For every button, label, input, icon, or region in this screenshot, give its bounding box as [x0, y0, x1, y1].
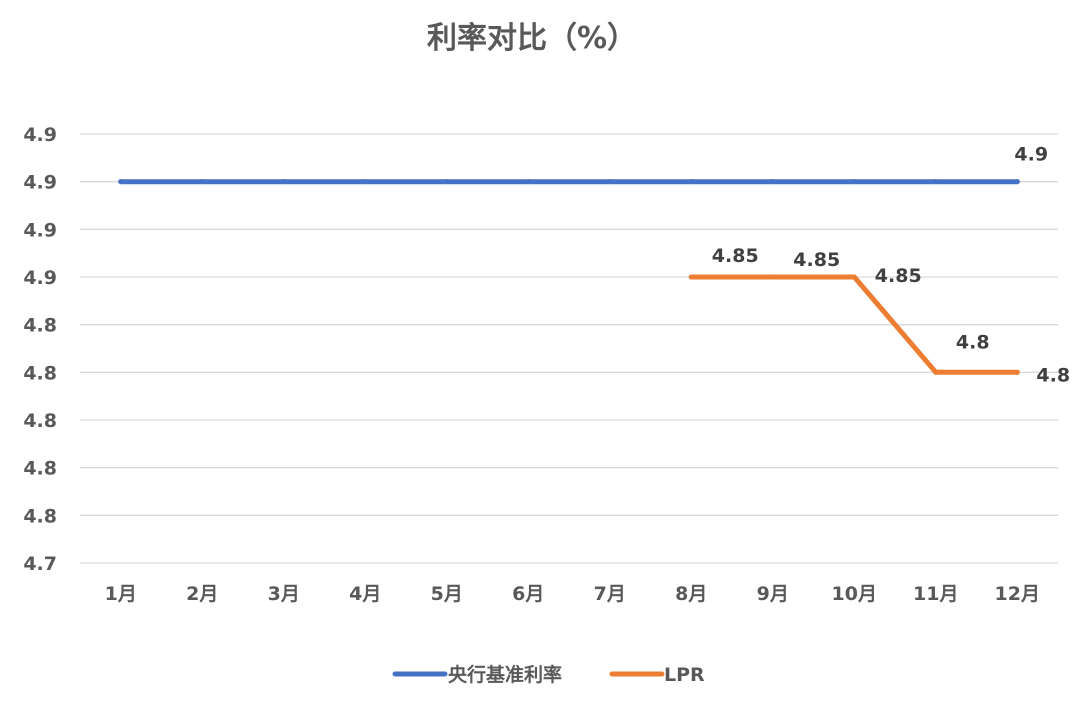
data-point [362, 179, 368, 185]
x-tick-label: 10月 [832, 583, 877, 605]
x-tick-label: 5月 [431, 583, 463, 605]
chart-title: 利率对比（%） [427, 21, 637, 56]
y-tick-label: 4.7 [23, 553, 57, 575]
legend-label: LPR [664, 664, 705, 686]
x-tick-label: 3月 [268, 583, 300, 605]
y-tick-label: 4.8 [23, 410, 57, 432]
data-point [770, 274, 776, 280]
x-tick-label: 6月 [512, 583, 544, 605]
data-label: 4.85 [793, 249, 840, 271]
x-tick-label: 11月 [913, 583, 958, 605]
x-tick-label: 9月 [757, 583, 789, 605]
data-label: 4.8 [956, 331, 990, 353]
x-axis: 1月 2月 3月 4月 5月 6月 7月 8月 9月 10月 11月 12月 [105, 583, 1040, 605]
data-point [933, 369, 939, 375]
x-tick-label: 12月 [995, 583, 1040, 605]
y-tick-label: 4.9 [23, 172, 57, 194]
x-tick-label: 7月 [594, 583, 626, 605]
series-group [118, 179, 1020, 375]
data-label: 4.85 [712, 245, 759, 267]
data-point [118, 179, 124, 185]
data-label: 4.8 [1036, 364, 1070, 386]
data-point [688, 179, 694, 185]
y-tick-label: 4.8 [23, 362, 57, 384]
legend-label: 央行基准利率 [448, 663, 562, 686]
data-point [199, 179, 205, 185]
x-tick-label: 1月 [105, 583, 137, 605]
gridlines [80, 133, 1058, 564]
y-axis: 4.7 4.8 4.8 4.8 4.8 4.8 4.9 4.9 4.9 4.9 [23, 124, 57, 575]
y-tick-label: 4.8 [23, 505, 57, 527]
x-tick-label: 8月 [675, 583, 707, 605]
y-tick-label: 4.9 [23, 267, 57, 289]
data-label: 4.9 [1014, 144, 1048, 166]
data-label: 4.85 [875, 265, 922, 287]
data-point [1014, 369, 1020, 375]
data-point [444, 179, 450, 185]
x-tick-label: 2月 [186, 583, 218, 605]
legend: 央行基准利率 LPR [392, 663, 705, 686]
data-point [851, 179, 857, 185]
data-point [933, 179, 939, 185]
data-point [1014, 179, 1020, 185]
data-point [607, 179, 613, 185]
y-tick-label: 4.9 [23, 124, 57, 146]
y-tick-label: 4.8 [23, 315, 57, 337]
data-point [851, 274, 857, 280]
data-point [688, 274, 694, 280]
data-point [525, 179, 531, 185]
y-tick-label: 4.8 [23, 458, 57, 480]
data-labels: 4.9 4.85 4.85 4.85 4.8 4.8 [712, 144, 1070, 387]
y-tick-label: 4.9 [23, 219, 57, 241]
data-point [770, 179, 776, 185]
data-point [281, 179, 287, 185]
x-tick-label: 4月 [349, 583, 381, 605]
